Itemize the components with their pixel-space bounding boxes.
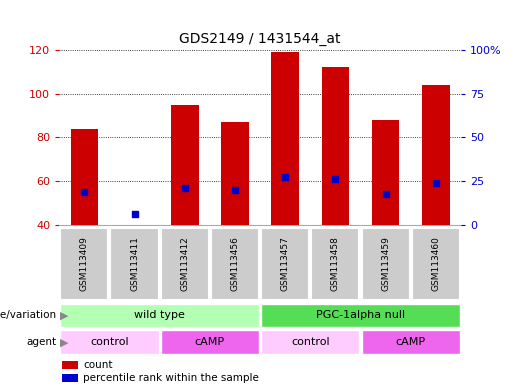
Text: control: control	[291, 337, 330, 347]
Text: GSM113456: GSM113456	[231, 237, 239, 291]
Text: GSM113412: GSM113412	[180, 237, 189, 291]
Bar	[60, 330, 159, 354]
Bar	[372, 120, 400, 225]
Bar	[271, 52, 299, 225]
Title: GDS2149 / 1431544_at: GDS2149 / 1431544_at	[179, 32, 341, 46]
Bar	[362, 228, 410, 300]
Text: cAMP: cAMP	[396, 337, 426, 347]
Point	[281, 174, 289, 180]
Bar	[62, 374, 77, 382]
Bar	[311, 228, 359, 300]
Bar	[321, 68, 349, 225]
Point	[130, 211, 139, 217]
Bar	[71, 129, 98, 225]
Text: cAMP: cAMP	[195, 337, 225, 347]
Text: percentile rank within the sample: percentile rank within the sample	[83, 373, 259, 383]
Bar	[62, 361, 77, 369]
Text: GSM113458: GSM113458	[331, 237, 340, 291]
Point	[331, 176, 339, 182]
Point	[181, 184, 189, 190]
Bar	[161, 228, 209, 300]
Text: GSM113409: GSM113409	[80, 237, 89, 291]
Bar	[261, 330, 359, 354]
Bar	[411, 228, 460, 300]
Bar	[110, 228, 159, 300]
Bar	[422, 85, 450, 225]
Bar	[211, 228, 259, 300]
Point	[432, 180, 440, 186]
Bar	[261, 228, 310, 300]
Bar	[261, 303, 460, 327]
Text: ▶: ▶	[60, 337, 69, 347]
Text: genotype/variation: genotype/variation	[0, 310, 57, 320]
Bar	[171, 104, 199, 225]
Text: control: control	[90, 337, 129, 347]
Text: PGC-1alpha null: PGC-1alpha null	[316, 310, 405, 320]
Point	[231, 187, 239, 193]
Bar	[60, 228, 109, 300]
Text: GSM113411: GSM113411	[130, 237, 139, 291]
Point	[382, 191, 390, 197]
Bar	[221, 122, 249, 225]
Bar	[60, 303, 259, 327]
Text: wild type: wild type	[134, 310, 185, 320]
Text: GSM113460: GSM113460	[432, 237, 440, 291]
Text: count: count	[83, 360, 113, 371]
Text: GSM113457: GSM113457	[281, 237, 289, 291]
Bar	[161, 330, 259, 354]
Point	[80, 189, 89, 195]
Text: ▶: ▶	[60, 310, 69, 320]
Text: agent: agent	[27, 337, 57, 347]
Text: GSM113459: GSM113459	[381, 237, 390, 291]
Bar	[362, 330, 460, 354]
